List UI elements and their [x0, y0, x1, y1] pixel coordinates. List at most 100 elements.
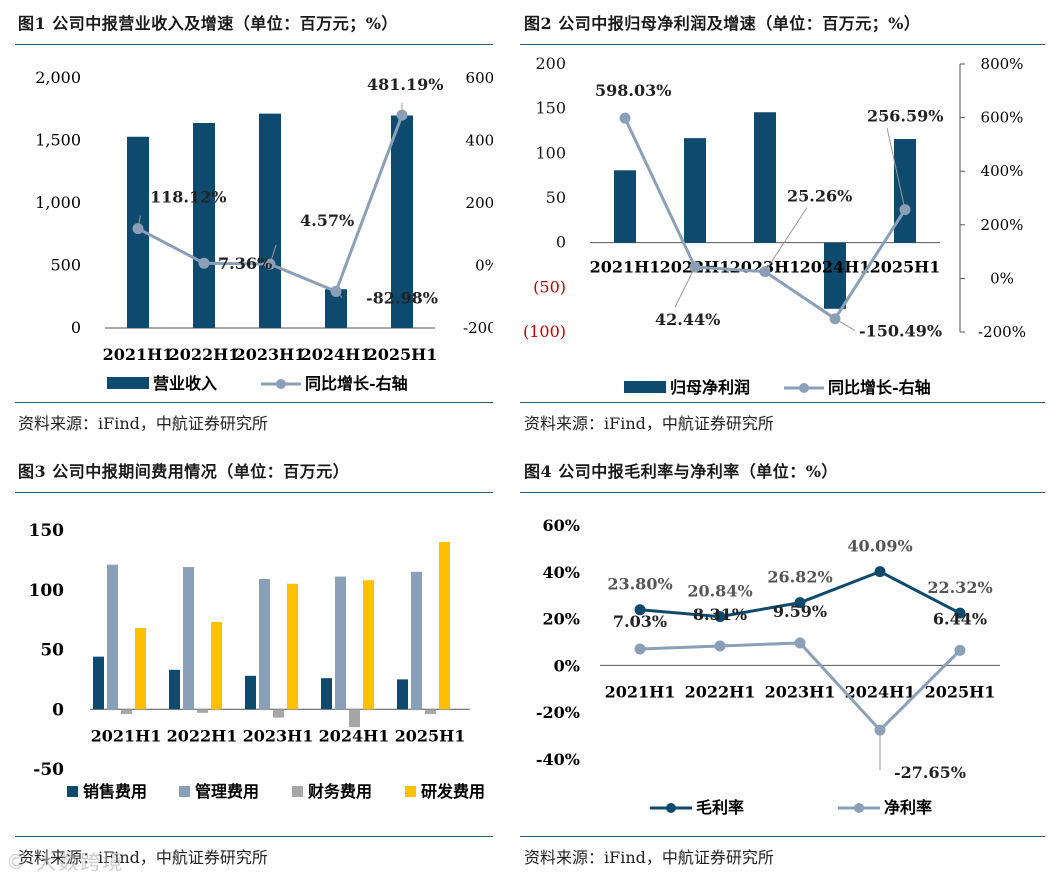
fig4-left-tick: 60%: [543, 516, 580, 535]
fig4-category-label: 2024H1: [845, 682, 916, 701]
fig4-legend-net-label: 净利率: [884, 798, 932, 817]
fig2-left-tick: 0: [556, 233, 566, 252]
fig3-bar: [439, 541, 450, 710]
fig4-legend-gross-label: 毛利率: [696, 798, 744, 817]
fig2-category-label: 2024H1: [800, 258, 871, 277]
fig3-bar: [259, 578, 270, 710]
fig2-bar: [684, 138, 706, 243]
fig1-left-tick: 2,000: [35, 68, 81, 87]
fig3-left-tick: 0: [52, 700, 64, 720]
fig3-left-tick: -50: [33, 760, 64, 780]
fig3-bar: [211, 622, 222, 710]
fig1-right-tick: 600%: [466, 69, 493, 87]
fig3-left-tick: 150: [29, 521, 65, 541]
fig1-title: 图1 公司中报营业收入及增速（单位：百万元；%）: [18, 14, 398, 33]
fig1-left-tick: 0: [71, 318, 81, 337]
fig4-net-point: [794, 637, 806, 649]
fig1-label-leader: [137, 215, 141, 229]
fig2-legend-bar-label: 归母净利润: [670, 378, 750, 397]
fig4-net-label: 9.59%: [773, 602, 827, 621]
fig2-growth-point: [689, 261, 701, 273]
fig3-left-tick: 50: [40, 641, 64, 661]
fig2-right-tick: 600%: [981, 109, 1024, 127]
fig4-gross-point: [954, 607, 966, 619]
fig4-left-tick: 20%: [543, 610, 580, 629]
fig2-label-leader: [674, 266, 696, 308]
fig2-label-leader: [764, 207, 808, 272]
fig3-category-label: 2021H1: [91, 726, 162, 745]
fig4-left-tick: 0%: [554, 656, 580, 675]
fig4-left-tick: 40%: [543, 563, 580, 582]
fig1-category-label: 2024H1: [301, 345, 372, 364]
fig3-bar: [245, 675, 256, 710]
fig2-source: 资料来源：iFind，中航证券研究所: [524, 414, 774, 433]
fig1-right-tick: 0%: [475, 257, 493, 275]
fig2-label-leader: [886, 127, 906, 210]
fig1-bottom-rule: [15, 402, 493, 403]
fig3-bar: [335, 576, 346, 710]
fig4-net-label: -27.65%: [894, 763, 966, 782]
fig2-title: 图2 公司中报归母净利润及增速（单位：百万元；%）: [524, 14, 921, 33]
fig2-data-label: 25.26%: [787, 187, 852, 206]
fig3-legend-label: 研发费用: [421, 782, 485, 801]
fig3-bar: [349, 709, 360, 728]
fig1-chart: 0 500 1,000 1,500 2,000 -200% 0% 200% 400% 600% 20…: [35, 68, 493, 393]
fig2-data-label: 256.59%: [867, 107, 943, 126]
fig4-top-rule: [520, 492, 1045, 493]
fig3-bar: [121, 709, 132, 715]
fig2-category-label: 2025H1: [870, 258, 941, 277]
fig3-legend-swatch: [405, 786, 416, 797]
fig4-title: 图4 公司中报毛利率与净利率（单位：%）: [524, 462, 838, 481]
fig4-net-point: [634, 643, 646, 655]
fig3-category-label: 2022H1: [167, 726, 238, 745]
fig2-right-tick: 800%: [981, 55, 1024, 73]
fig2-right-tick: 0%: [990, 269, 1014, 287]
fig2-bar: [894, 139, 916, 243]
fig1-bar: [193, 123, 215, 328]
fig4-bottom-rule: [520, 836, 1045, 837]
fig1-label-leader: [203, 262, 208, 267]
fig1-left-tick: 1,000: [35, 193, 81, 212]
watermark-logo: © 大数跨境: [6, 850, 125, 874]
fig4-legend-net-marker: [854, 803, 864, 813]
fig3-category-label: 2024H1: [319, 726, 390, 745]
fig2-data-label: 42.44%: [655, 310, 720, 329]
fig3-legend-label: 销售费用: [83, 782, 147, 801]
fig3-left-tick: 100: [29, 581, 65, 601]
fig3-top-rule: [15, 492, 493, 493]
fig2-legend-line-marker: [799, 383, 809, 393]
fig2-left-tick: 50: [546, 188, 566, 207]
fig1-right-tick: 400%: [466, 132, 493, 150]
fig4-gross-label: 26.82%: [767, 568, 832, 587]
fig2-left-tick: 100: [535, 143, 566, 162]
fig3-title: 图3 公司中报期间费用情况（单位：百万元）: [18, 462, 350, 481]
fig3-chart: -50 0 50 100 150 2021H1 2022H1 2023H1 2024H1 2025…: [29, 521, 486, 801]
fig2-left-tick: (100): [523, 322, 566, 341]
fig2-bar: [614, 170, 636, 243]
fig2-data-label: 598.03%: [595, 81, 671, 100]
fig4-net-label: 7.03%: [613, 612, 667, 631]
fig1-category-label: 2025H1: [367, 345, 438, 364]
fig1-legend-bar-swatch: [107, 377, 149, 389]
fig1-bar: [391, 115, 413, 328]
fig4-gross-point: [874, 566, 886, 578]
fig3-legend-swatch: [292, 786, 303, 797]
fig2-right-tick: 200%: [981, 216, 1024, 234]
fig4-gross-point: [634, 604, 646, 616]
fig2-left-tick: 150: [535, 99, 566, 118]
fig4-net-point: [954, 644, 966, 656]
fig1-data-label: -82.98%: [366, 288, 438, 307]
fig1-data-label: 481.19%: [367, 75, 443, 94]
fig1-source: 资料来源：iFind，中航证券研究所: [18, 414, 268, 433]
fig4-gross-label: 40.09%: [847, 537, 912, 556]
fig3-bar: [425, 709, 436, 715]
fig2-right-tick: -200%: [978, 323, 1026, 341]
fig3-bar: [107, 564, 118, 710]
fig3-category-label: 2023H1: [243, 726, 314, 745]
fig3-bar: [183, 567, 194, 710]
fig3-legend-swatch: [67, 786, 78, 797]
fig4-category-label: 2021H1: [605, 682, 676, 701]
fig4-category-label: 2022H1: [685, 682, 756, 701]
fig3-bar: [397, 679, 408, 710]
fig2-right-tick: 400%: [981, 162, 1024, 180]
